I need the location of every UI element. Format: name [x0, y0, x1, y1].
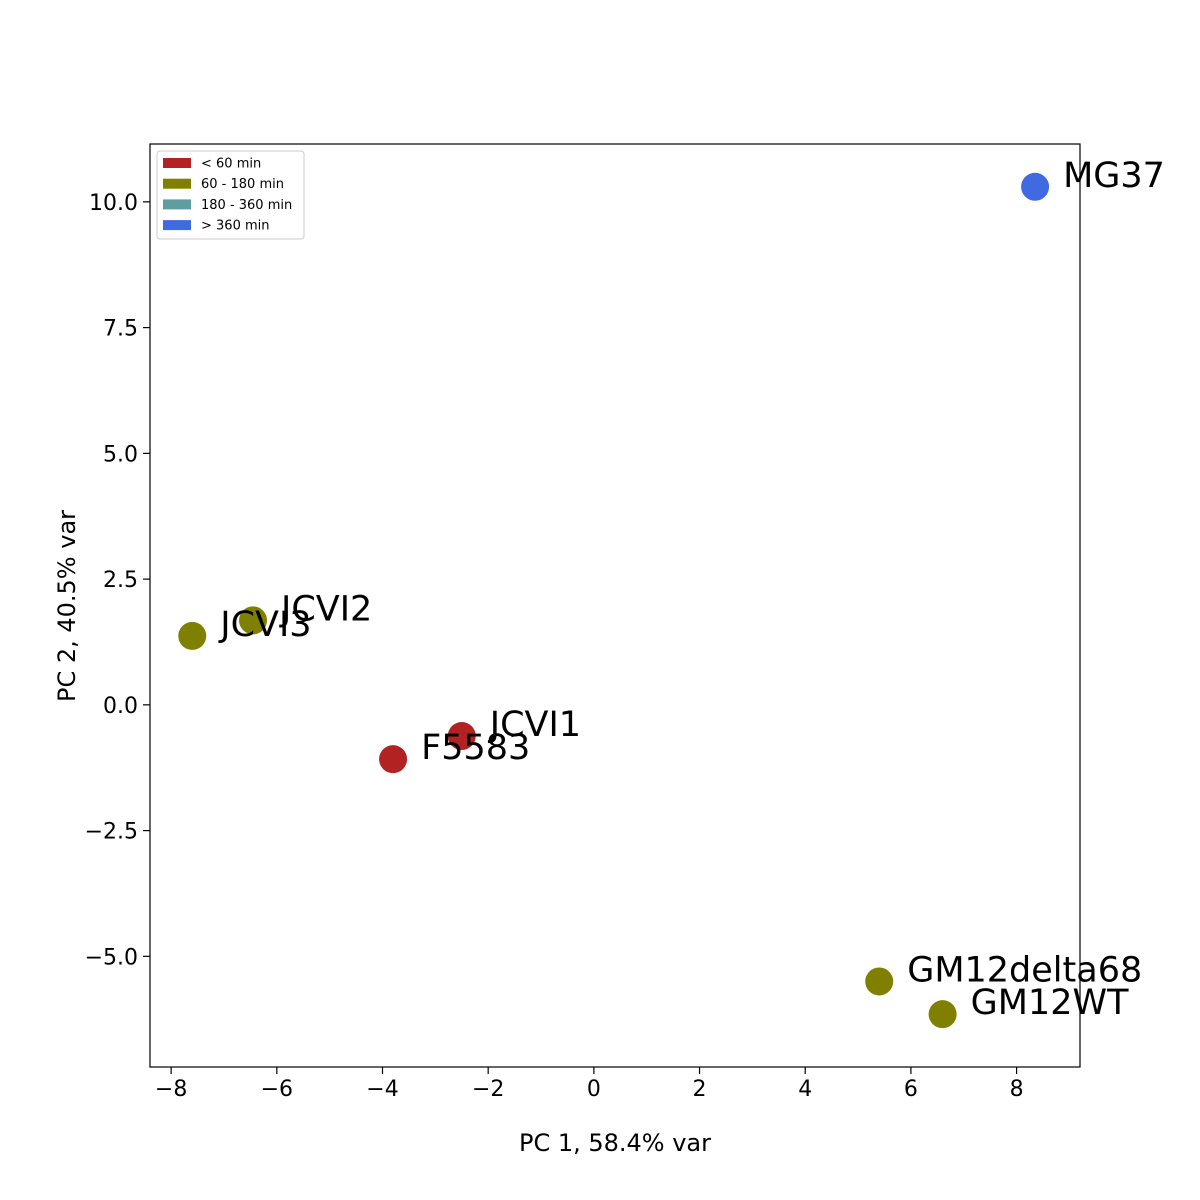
legend: < 60 min 60 - 180 min 180 - 360 min > 360 m… [156, 150, 305, 240]
y-tick-label: −5.0 [85, 945, 138, 970]
point-label-mg37: MG37 [1063, 156, 1165, 196]
y-axis-ticks: −5.0 −2.5 0.0 2.5 5.0 7.5 10.0 [85, 191, 150, 970]
y-tick-label: 7.5 [103, 317, 138, 342]
data-point-gm12delta68 [865, 967, 894, 996]
legend-entry-label: > 360 min [201, 219, 270, 234]
legend-swatch [163, 178, 191, 189]
y-tick-label: −2.5 [85, 820, 138, 845]
x-axis-title: PC 1, 58.4% var [519, 1129, 711, 1157]
data-point-f5583 [379, 745, 408, 774]
x-tick-label: 8 [1010, 1077, 1024, 1102]
data-point-jcvi3 [178, 621, 207, 650]
x-tick-label: −4 [366, 1077, 398, 1102]
point-label-f5583: F5583 [421, 728, 530, 768]
point-label-gm12delta68: GM12delta68 [907, 950, 1142, 990]
x-tick-label: 2 [693, 1077, 707, 1102]
data-point-jcvi1 [447, 722, 476, 751]
x-tick-label: 4 [798, 1077, 812, 1102]
x-tick-label: 6 [904, 1077, 918, 1102]
legend-swatch [163, 220, 191, 231]
x-tick-label: −8 [155, 1077, 187, 1102]
plot-frame [149, 143, 1081, 1068]
legend-swatch [163, 158, 191, 168]
x-axis-ticks: −8 −6 −4 −2 0 2 4 6 8 [155, 1067, 1024, 1102]
data-point-jcvi2 [239, 606, 268, 635]
legend-box [156, 150, 305, 240]
point-label-jcvi3: JCVI3 [218, 605, 311, 645]
y-axis-title: PC 2, 40.5% var [53, 510, 81, 702]
y-tick-label: 0.0 [103, 694, 138, 719]
data-point-gm12wt [928, 1000, 957, 1029]
legend-swatch [163, 199, 191, 210]
y-tick-label: 2.5 [103, 568, 138, 593]
point-label-gm12wt: GM12WT [971, 983, 1129, 1023]
x-tick-label: −2 [472, 1077, 504, 1102]
legend-entry-label: 60 - 180 min [201, 177, 284, 192]
legend-entry-label: 180 - 360 min [201, 198, 292, 213]
y-tick-label: 10.0 [89, 191, 138, 216]
point-label-jcvi2: JCVI2 [279, 589, 372, 629]
x-tick-label: 0 [587, 1077, 601, 1102]
point-label-jcvi1: JCVI1 [488, 705, 581, 745]
x-tick-label: −6 [261, 1077, 293, 1102]
y-tick-label: 5.0 [103, 442, 138, 467]
legend-entry-label: < 60 min [201, 157, 261, 172]
points-layer [178, 172, 1050, 1029]
data-point-mg37 [1021, 172, 1050, 201]
